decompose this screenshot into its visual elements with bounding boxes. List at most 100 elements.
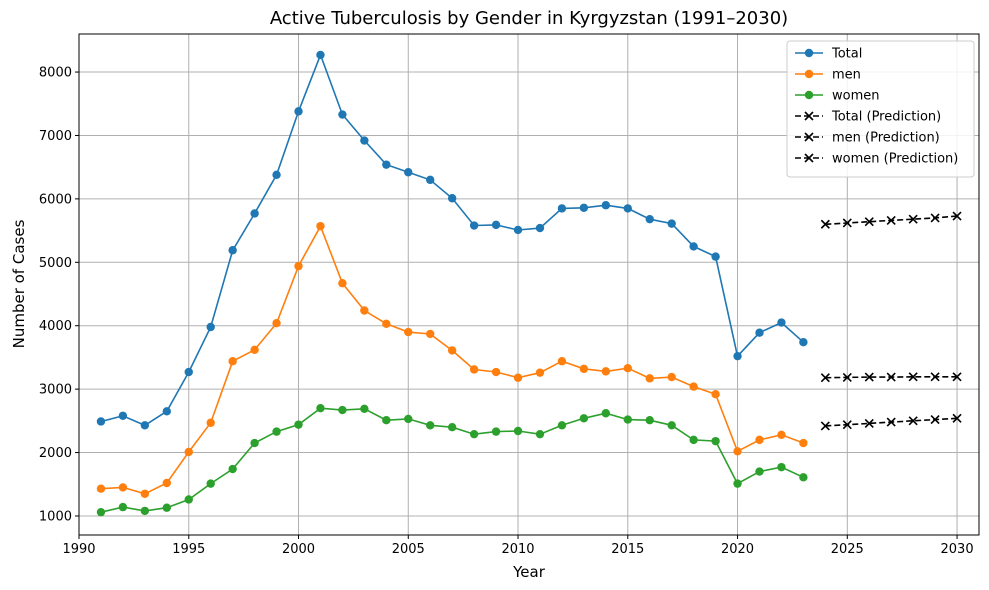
data-point — [207, 479, 215, 487]
y-tick-label: 4000 — [39, 319, 72, 334]
data-point — [646, 374, 654, 382]
data-point — [755, 328, 763, 336]
x-tick-label: 2020 — [721, 542, 754, 557]
data-point — [558, 421, 566, 429]
data-point — [250, 209, 258, 217]
data-point — [316, 51, 324, 59]
data-point — [711, 252, 719, 260]
y-tick-label: 3000 — [39, 383, 72, 398]
y-axis-title: Number of Cases — [10, 219, 28, 348]
x-tick-label: 1990 — [62, 542, 95, 557]
legend-label: women — [832, 89, 880, 104]
data-point — [667, 219, 675, 227]
data-point — [536, 224, 544, 232]
legend-marker — [805, 49, 813, 57]
x-tick-label: 2030 — [941, 542, 974, 557]
data-point — [338, 110, 346, 118]
data-point — [492, 368, 500, 376]
legend: Total men women Total (Prediction) men (Pred… — [787, 41, 974, 177]
data-point — [185, 495, 193, 503]
data-point — [163, 479, 171, 487]
data-point — [689, 382, 697, 390]
data-point — [250, 346, 258, 354]
data-point — [382, 416, 390, 424]
x-tick-label: 2015 — [611, 542, 644, 557]
data-point — [755, 436, 763, 444]
x-tick-label: 1995 — [172, 542, 205, 557]
data-point — [228, 357, 236, 365]
data-point — [624, 204, 632, 212]
x-tick-label: 2000 — [282, 542, 315, 557]
data-point — [250, 439, 258, 447]
data-point — [404, 168, 412, 176]
data-point — [272, 427, 280, 435]
data-point — [470, 365, 478, 373]
data-point — [580, 414, 588, 422]
legend-label: Total — [831, 47, 862, 62]
y-tick-label: 2000 — [39, 446, 72, 461]
data-point — [536, 368, 544, 376]
data-point — [163, 407, 171, 415]
data-point — [602, 201, 610, 209]
data-point — [382, 160, 390, 168]
data-point — [360, 306, 368, 314]
data-point — [448, 346, 456, 354]
data-point — [733, 352, 741, 360]
data-point — [141, 421, 149, 429]
data-point — [294, 420, 302, 428]
data-point — [360, 405, 368, 413]
data-point — [316, 222, 324, 230]
data-point — [711, 437, 719, 445]
data-point — [799, 338, 807, 346]
data-point — [580, 204, 588, 212]
data-point — [492, 221, 500, 229]
data-point — [141, 490, 149, 498]
data-point — [777, 318, 785, 326]
data-point — [514, 427, 522, 435]
data-point — [426, 421, 434, 429]
data-point — [733, 479, 741, 487]
x-tick-label: 2025 — [831, 542, 864, 557]
data-point — [558, 357, 566, 365]
data-point — [294, 107, 302, 115]
x-axis-title: Year — [512, 563, 546, 581]
data-point — [514, 374, 522, 382]
data-point — [338, 279, 346, 287]
chart-title: Active Tuberculosis by Gender in Kyrgyzs… — [270, 8, 788, 29]
data-point — [404, 328, 412, 336]
data-point — [799, 439, 807, 447]
data-point — [733, 447, 741, 455]
data-point — [272, 171, 280, 179]
data-point — [777, 463, 785, 471]
legend-label: Total (Prediction) — [831, 110, 941, 125]
data-point — [272, 319, 280, 327]
legend-marker — [805, 91, 813, 99]
data-point — [119, 503, 127, 511]
data-point — [360, 136, 368, 144]
data-point — [426, 330, 434, 338]
data-point — [689, 436, 697, 444]
data-point — [97, 485, 105, 493]
y-tick-label: 7000 — [39, 129, 72, 144]
data-point — [624, 364, 632, 372]
data-point — [163, 504, 171, 512]
legend-label: men (Prediction) — [832, 131, 940, 146]
data-point — [470, 430, 478, 438]
data-point — [119, 483, 127, 491]
data-point — [646, 416, 654, 424]
data-point — [536, 430, 544, 438]
data-point — [580, 365, 588, 373]
data-point — [382, 320, 390, 328]
data-point — [755, 467, 763, 475]
y-tick-label: 8000 — [39, 66, 72, 81]
data-point — [667, 421, 675, 429]
legend-label: men — [832, 68, 861, 83]
data-point — [514, 226, 522, 234]
legend-marker — [805, 70, 813, 78]
data-point — [558, 204, 566, 212]
data-point — [119, 412, 127, 420]
data-point — [777, 431, 785, 439]
legend-label: women (Prediction) — [832, 152, 958, 167]
data-point — [689, 242, 697, 250]
data-point — [470, 221, 478, 229]
